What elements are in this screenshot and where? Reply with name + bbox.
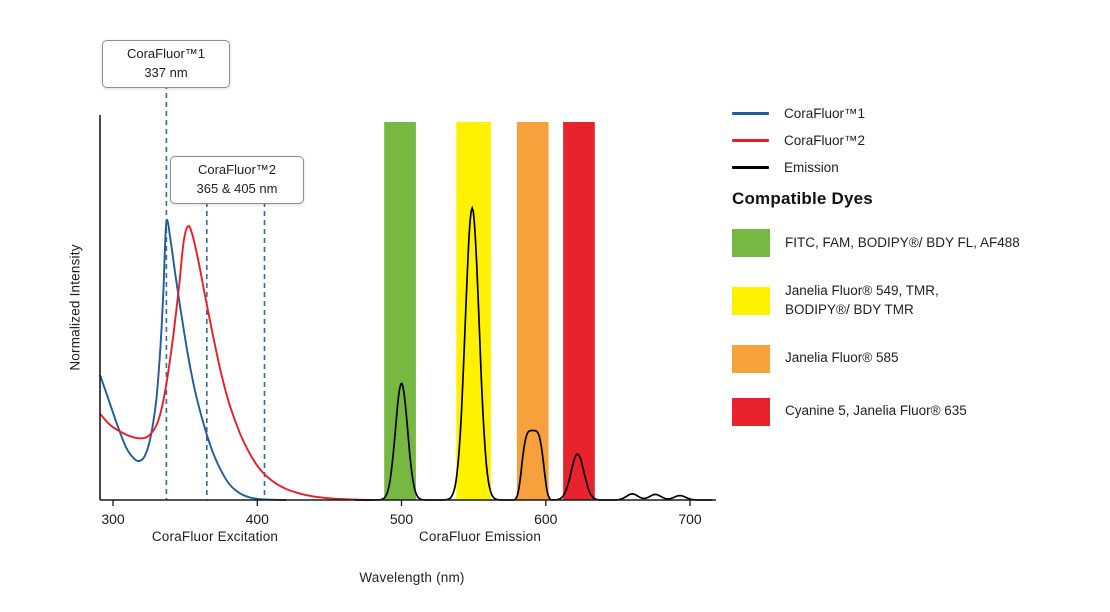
dye-label: Janelia Fluor® 585 xyxy=(785,350,899,366)
dye-swatch-orange xyxy=(732,344,770,373)
legend-line-swatch xyxy=(732,166,769,169)
dye-label: Cyanine 5, Janelia Fluor® 635 xyxy=(785,403,967,419)
dye-band-0 xyxy=(384,122,416,500)
annotation-callout-title: CoraFluor™2 xyxy=(197,162,277,177)
annotation-callout-value: 337 nm xyxy=(144,64,188,80)
legend-item-corafluor2: CoraFluor™2 xyxy=(732,133,1097,148)
legend-line-swatch xyxy=(732,139,769,142)
annotation-callout-corafluor2: CoraFluor™2 365 & 405 nm xyxy=(170,156,304,204)
x-tick-label-500: 500 xyxy=(390,511,414,527)
legend-item-emission: Emission xyxy=(732,160,1097,175)
legend-label: CoraFluor™1 xyxy=(784,106,866,121)
legend-label: Emission xyxy=(784,160,839,175)
dye-label: FITC, FAM, BODIPY®/ BDY FL, AF488 xyxy=(785,234,1020,250)
x-tick-label-700: 700 xyxy=(678,511,702,527)
legend-label: CoraFluor™2 xyxy=(784,133,866,148)
x-tick-label-300: 300 xyxy=(101,511,125,527)
compatible-dyes-heading: Compatible Dyes xyxy=(732,189,873,208)
x-tick-label-400: 400 xyxy=(246,511,270,527)
dye-item-cy5: Cyanine 5, Janelia Fluor® 635 xyxy=(732,397,1097,426)
y-axis-title: Normalized Intensity xyxy=(67,244,83,371)
dye-swatch-red xyxy=(732,397,770,426)
excitation-curve-1 xyxy=(99,219,287,501)
legend-item-corafluor1: CoraFluor™1 xyxy=(732,106,1097,121)
annotation-callout-value: 365 & 405 nm xyxy=(196,180,278,196)
x-section-label-excitation: CoraFluor Excitation xyxy=(151,529,279,544)
spectra-chart: 300 400 500 600 700 xyxy=(99,84,716,527)
dye-item-jf549: Janelia Fluor® 549, TMR, BODIPY®/ BDY TM… xyxy=(732,282,1097,320)
dye-label: Janelia Fluor® 549, TMR, BODIPY®/ BDY TM… xyxy=(785,283,939,317)
x-axis-title: Wavelength (nm) xyxy=(359,570,465,585)
dye-band-1 xyxy=(456,122,491,500)
dye-item-jf585: Janelia Fluor® 585 xyxy=(732,344,1097,373)
excitation-curve-2 xyxy=(99,225,373,501)
dye-item-fitc: FITC, FAM, BODIPY®/ BDY FL, AF488 xyxy=(732,229,1097,257)
legend-line-swatch xyxy=(732,112,769,115)
annotation-callout-corafluor1: CoraFluor™1 337 nm xyxy=(102,40,230,88)
dye-swatch-green xyxy=(732,229,770,257)
x-tick-label-600: 600 xyxy=(534,511,558,527)
legend: CoraFluor™1 CoraFluor™2 Emission Compati… xyxy=(732,106,1097,451)
x-section-label-emission: CoraFluor Emission xyxy=(418,529,542,544)
annotation-callout-title: CoraFluor™1 xyxy=(126,46,206,61)
emission-curve xyxy=(355,205,713,501)
dye-band-2 xyxy=(516,122,549,500)
dye-swatch-yellow xyxy=(732,286,770,315)
dye-band-3 xyxy=(563,122,595,500)
